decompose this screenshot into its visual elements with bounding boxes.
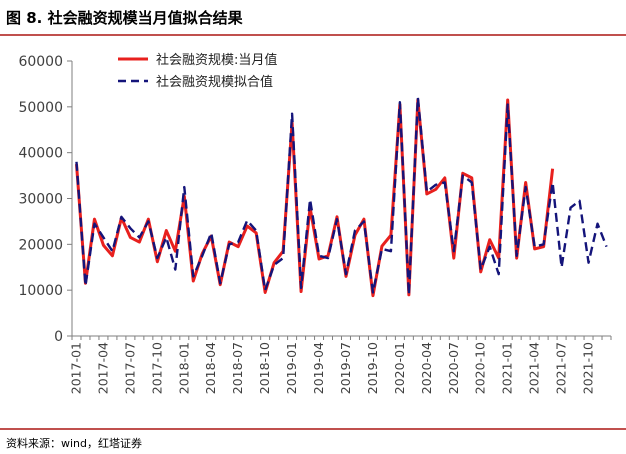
x-tick-label: 2021-07 [554,342,569,394]
x-tick-label: 2018-07 [230,342,245,394]
x-tick-label: 2021-04 [527,342,542,394]
y-tick-label: 10000 [18,283,63,299]
title-bar: 图 8. 社会融资规模当月值拟合结果 [0,0,626,36]
x-tick-label: 2018-10 [257,342,272,394]
x-tick-label: 2019-04 [311,342,326,394]
y-axis: 0 10000 20000 30000 40000 50000 60000 [18,54,73,345]
x-tick-label: 2018-01 [176,342,191,394]
x-tick-label: 2021-10 [581,342,596,394]
x-tick-label: 2020-04 [419,342,434,394]
y-tick-label: 30000 [18,192,63,208]
series-layer [74,96,608,298]
x-tick-label: 2020-07 [446,342,461,394]
x-tick-label: 2017-01 [68,342,83,394]
y-tick-label: 40000 [18,146,63,162]
source-note: 资料来源：wind，红塔证券 [6,437,143,450]
x-tick-label: 2017-10 [149,342,164,394]
y-tick-label: 60000 [18,54,63,70]
y-tick-label: 50000 [18,100,63,116]
x-tick-label: 2019-07 [338,342,353,394]
legend-label-1: 社会融资规模:当月值 [156,52,277,68]
source-bar: 资料来源：wind，红塔证券 [0,428,626,454]
chart-title: 图 8. 社会融资规模当月值拟合结果 [6,9,243,27]
legend-label-2: 社会融资规模拟合值 [156,74,273,90]
x-tick-label: 2017-04 [95,342,110,394]
x-axis: 2017-01 2017-04 2017-07 2017-10 2018-01 2018-… [68,335,612,394]
x-tick-label: 2021-01 [500,342,515,394]
x-tick-label: 2020-10 [473,342,488,394]
x-tick-label: 2019-10 [365,342,380,394]
x-tick-label: 2019-01 [284,342,299,394]
y-tick-label: 0 [54,329,63,345]
x-tick-label: 2018-04 [203,342,218,394]
series-line-2 [75,96,608,296]
x-tick-label: 2020-01 [392,342,407,394]
x-tick-label: 2017-07 [122,342,137,394]
y-tick-label: 20000 [18,237,63,253]
